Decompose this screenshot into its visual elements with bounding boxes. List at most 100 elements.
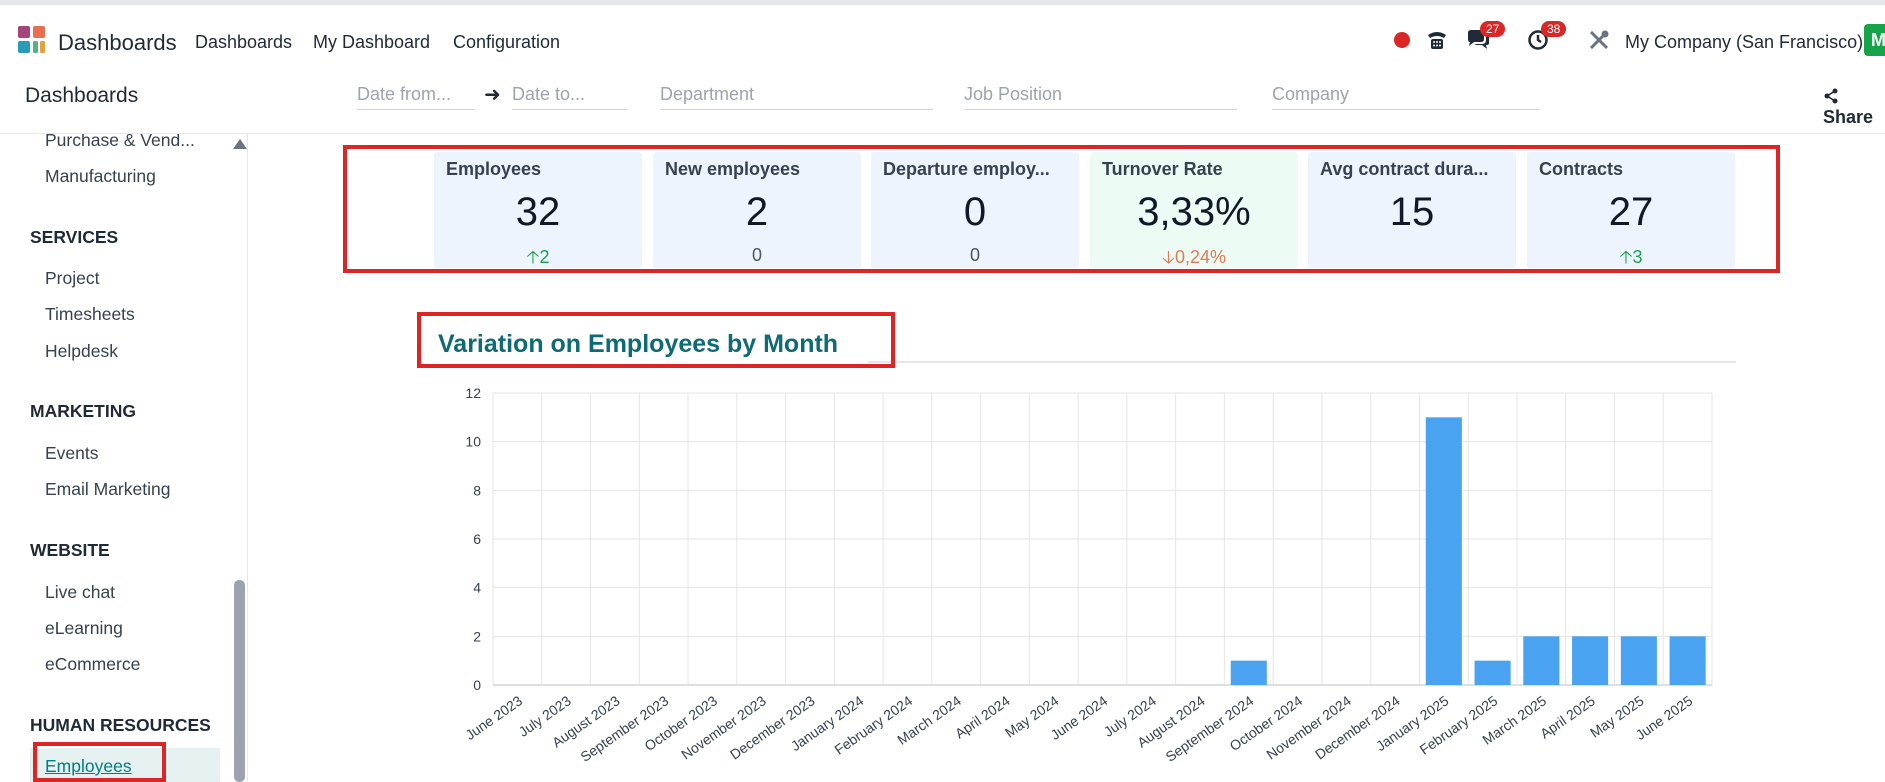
clock-icon: [1528, 30, 1548, 50]
activities-badge: 38: [1541, 21, 1567, 37]
x-tick-label: September 2023: [577, 692, 671, 765]
highlight-box-chart-title: [417, 312, 895, 368]
kpi-delta-value: 0: [969, 245, 980, 265]
user-avatar[interactable]: M: [1864, 24, 1885, 56]
arrow-up-icon: 🡡: [1619, 247, 1633, 267]
kpi-card-avg-contract-duration[interactable]: Avg contract dura... 15: [1308, 152, 1516, 268]
kpi-card-employees[interactable]: Employees 32 🡡2: [434, 152, 642, 268]
menu-my-dashboard[interactable]: My Dashboard: [313, 32, 431, 52]
bar: [1620, 636, 1657, 685]
kpi-value: 0: [963, 190, 987, 234]
phone-button[interactable]: [1425, 27, 1449, 53]
kpi-value: 2: [745, 190, 769, 234]
sidebar-item-helpdesk[interactable]: Helpdesk: [45, 341, 118, 361]
sidebar-item-purchase[interactable]: Purchase & Vend...: [45, 134, 195, 150]
sidebar-item-employees[interactable]: [30, 748, 220, 782]
messages-button[interactable]: 27: [1466, 21, 1506, 53]
sidebar-section-website: WEBSITE: [30, 540, 110, 560]
kpi-delta: 🡡2: [434, 245, 642, 275]
x-tick-label: June 2023: [462, 692, 525, 743]
app-brand[interactable]: Dashboards: [58, 30, 177, 55]
messages-badge: 27: [1480, 21, 1506, 37]
bar: [1572, 636, 1609, 685]
sidebar-item-project[interactable]: Project: [45, 268, 100, 288]
phone-icon: [1428, 32, 1446, 49]
top-navbar: Dashboards Dashboards My Dashboard Confi…: [0, 0, 1885, 70]
y-tick-label: 12: [465, 385, 481, 401]
x-tick-label: April 2025: [1537, 692, 1598, 741]
debug-tools-button[interactable]: [1588, 27, 1610, 53]
sidebar-item-employees-label: Employees: [45, 756, 132, 776]
sidebar-section-human-resources: HUMAN RESOURCES: [30, 715, 211, 735]
chat-icon: [1468, 30, 1489, 49]
company-switcher[interactable]: My Company (San Francisco): [1625, 32, 1864, 52]
kpi-value: 27: [1608, 190, 1654, 234]
kpi-value: 32: [515, 190, 561, 234]
chart-title: Variation on Employees by Month: [438, 330, 839, 358]
control-panel: Dashboards ➜ Share: [0, 70, 1885, 134]
y-tick-label: 4: [473, 580, 481, 596]
kpi-delta-value: 0,24%: [1174, 247, 1226, 267]
department-input[interactable]: [660, 80, 933, 110]
sidebar-item-manufacturing[interactable]: Manufacturing: [45, 166, 156, 186]
highlight-box-employees: [33, 742, 166, 782]
x-tick-label: November 2024: [1263, 692, 1354, 762]
kpi-card-departure-employees[interactable]: Departure employ... 0 0: [871, 152, 1079, 268]
y-tick-label: 8: [473, 482, 481, 498]
recording-indicator[interactable]: [1393, 27, 1411, 53]
arrow-up-icon: 🡡: [526, 247, 540, 267]
sidebar-item-email-marketing[interactable]: Email Marketing: [45, 479, 171, 499]
y-tick-label: 2: [473, 628, 481, 644]
highlight-box-kpis: [343, 145, 1780, 273]
arrow-down-icon: 🡣: [1162, 247, 1175, 267]
red-dot-icon: [1394, 32, 1410, 48]
tools-icon: [1589, 30, 1609, 50]
kpi-value: 15: [1389, 190, 1435, 234]
company-input[interactable]: [1272, 80, 1540, 110]
x-tick-label: December 2024: [1312, 692, 1403, 762]
x-tick-label: April 2024: [952, 692, 1013, 741]
sidebar-section-marketing: MARKETING: [30, 401, 136, 421]
date-from-input[interactable]: [357, 80, 475, 110]
menu-configuration[interactable]: Configuration: [453, 32, 561, 52]
sidebar-item-events[interactable]: Events: [45, 443, 99, 463]
x-tick-label: November 2023: [678, 692, 769, 762]
share-label: Share: [1823, 107, 1874, 127]
scroll-up-arrow-icon[interactable]: [233, 139, 247, 149]
kpi-delta: 🡣0,24%: [1090, 245, 1298, 275]
bar: [1425, 417, 1462, 685]
kpi-delta-value: 3: [1632, 247, 1643, 267]
x-tick-label: December 2023: [727, 692, 818, 762]
sidebar-section-services: SERVICES: [30, 227, 119, 247]
bar: [1523, 636, 1560, 685]
apps-menu-icon[interactable]: [18, 26, 46, 54]
kpi-delta-value: 0: [751, 245, 762, 265]
activities-button[interactable]: 38: [1527, 21, 1567, 53]
share-button[interactable]: Share: [1823, 86, 1885, 128]
job-position-input[interactable]: [964, 80, 1237, 110]
sidebar-item-timesheets[interactable]: Timesheets: [45, 304, 135, 324]
sidebar-scroll-thumb[interactable]: [234, 580, 245, 782]
kpi-card-turnover-rate[interactable]: Turnover Rate 3,33% 🡣0,24%: [1090, 152, 1298, 268]
sidebar-item-elearning[interactable]: eLearning: [45, 618, 123, 638]
bar: [1669, 636, 1706, 685]
y-tick-label: 0: [473, 677, 481, 693]
page-title: Dashboards: [25, 84, 139, 107]
sidebar-item-ecommerce[interactable]: eCommerce: [45, 654, 141, 674]
arrow-right-icon: ➜: [484, 84, 501, 106]
date-to-input[interactable]: [512, 80, 628, 110]
share-icon: [1824, 88, 1838, 104]
kpi-value: 3,33%: [1137, 190, 1251, 234]
sidebar-item-live-chat[interactable]: Live chat: [45, 582, 116, 602]
kpi-card-contracts[interactable]: Contracts 27 🡡3: [1527, 152, 1735, 268]
chart-title-divider: [868, 361, 1736, 363]
y-tick-label: 6: [473, 531, 481, 547]
menu-dashboards[interactable]: Dashboards: [195, 32, 293, 52]
bar: [1474, 660, 1511, 685]
x-tick-label: September 2024: [1163, 692, 1257, 765]
bar: [1230, 660, 1267, 685]
kpi-card-new-employees[interactable]: New employees 2 0: [653, 152, 861, 268]
kpi-delta-value: 2: [539, 247, 550, 267]
y-tick-label: 10: [465, 434, 481, 450]
